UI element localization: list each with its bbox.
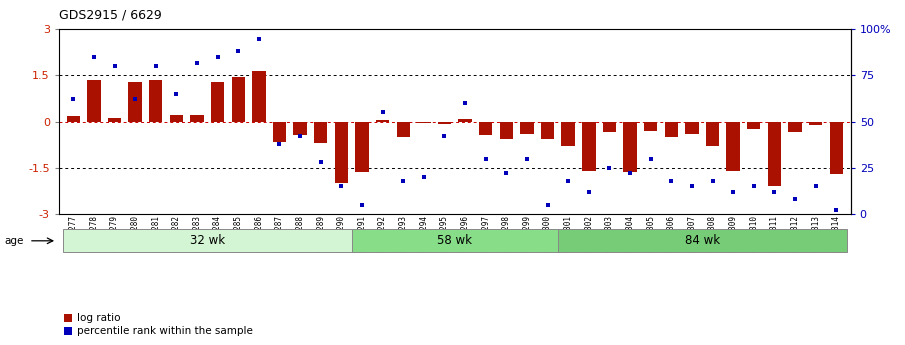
Bar <box>706 122 719 146</box>
Bar <box>479 122 492 136</box>
Bar <box>458 119 472 122</box>
Bar <box>541 122 554 139</box>
Bar <box>664 122 678 137</box>
Bar <box>232 77 245 122</box>
Point <box>829 207 843 213</box>
Point <box>458 100 472 106</box>
Bar <box>396 122 410 137</box>
Bar <box>727 122 740 171</box>
Bar <box>747 122 760 129</box>
Bar <box>190 115 204 122</box>
Point <box>540 202 555 207</box>
Text: age: age <box>5 236 24 246</box>
Bar <box>314 122 328 143</box>
Point <box>643 156 658 161</box>
Text: GDS2915 / 6629: GDS2915 / 6629 <box>59 9 162 22</box>
Bar <box>685 122 699 134</box>
Point <box>293 134 308 139</box>
Point <box>685 184 700 189</box>
Point <box>272 141 287 147</box>
Point <box>623 170 637 176</box>
Bar <box>67 116 80 122</box>
Text: 84 wk: 84 wk <box>685 234 719 247</box>
Point <box>561 178 576 184</box>
Bar <box>561 122 575 146</box>
Bar <box>376 120 389 122</box>
Point <box>376 110 390 115</box>
Bar <box>830 122 843 174</box>
Point <box>313 159 328 165</box>
Point <box>148 63 163 69</box>
Bar <box>788 122 802 132</box>
Bar <box>767 122 781 186</box>
Bar <box>356 122 368 172</box>
Bar <box>417 122 431 123</box>
Text: 58 wk: 58 wk <box>437 234 472 247</box>
Point <box>252 36 266 41</box>
Bar <box>352 229 557 252</box>
Bar <box>809 122 823 125</box>
Point <box>747 184 761 189</box>
Bar <box>335 122 348 183</box>
Point <box>66 97 81 102</box>
Point <box>437 134 452 139</box>
Point <box>128 97 142 102</box>
Point <box>108 63 122 69</box>
Bar <box>582 122 595 171</box>
Point <box>808 184 823 189</box>
Point <box>334 184 348 189</box>
Point <box>87 54 101 60</box>
Bar <box>169 116 183 122</box>
Point <box>519 156 534 161</box>
Bar <box>603 122 616 132</box>
Bar <box>272 122 286 141</box>
Point <box>582 189 596 195</box>
Bar <box>624 122 637 172</box>
Bar <box>108 118 121 122</box>
Bar <box>438 122 452 124</box>
Point <box>767 189 782 195</box>
Bar <box>644 122 657 131</box>
Point <box>416 174 431 180</box>
Bar <box>149 80 163 122</box>
Point <box>787 196 802 202</box>
Point <box>355 202 369 207</box>
Bar <box>557 229 846 252</box>
Bar <box>520 122 534 134</box>
Point <box>726 189 740 195</box>
Legend: log ratio, percentile rank within the sample: log ratio, percentile rank within the sa… <box>64 313 252 336</box>
Bar <box>293 122 307 136</box>
Point <box>210 54 224 60</box>
Bar <box>252 71 265 122</box>
Bar <box>500 122 513 139</box>
Point <box>479 156 493 161</box>
Bar <box>63 229 352 252</box>
Text: 32 wk: 32 wk <box>190 234 224 247</box>
Point <box>169 91 184 97</box>
Point <box>705 178 719 184</box>
Point <box>396 178 411 184</box>
Bar <box>129 82 142 122</box>
Point <box>664 178 679 184</box>
Bar <box>211 82 224 122</box>
Point <box>499 170 513 176</box>
Point <box>602 165 616 170</box>
Point <box>231 49 245 54</box>
Bar <box>87 80 100 122</box>
Point <box>190 60 205 65</box>
